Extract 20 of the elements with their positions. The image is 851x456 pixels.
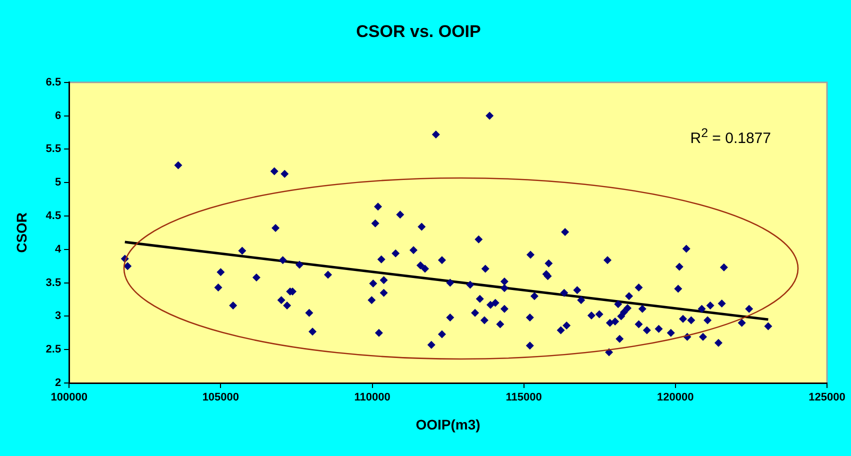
annotation: R$^{2}$ = 0.1877 — [690, 126, 771, 148]
x-tick-label: 110000 — [354, 392, 390, 404]
x-tick-label: 100000 — [50, 392, 88, 404]
chart-title: CSOR vs. OOIP — [356, 22, 481, 41]
y-tick-label: 6 — [54, 110, 62, 122]
y-tick-label: 2.5 — [46, 344, 62, 356]
y-tick-label: 3 — [54, 310, 62, 322]
x-tick-label: 125000 — [808, 392, 846, 404]
y-tick-label: 5.5 — [46, 143, 62, 156]
y-tick-label: 4.5 — [46, 210, 62, 222]
y-axis-title: CSOR — [13, 212, 30, 253]
y-tick-label: 2 — [54, 377, 62, 390]
x-tick-label: 120000 — [657, 392, 694, 404]
y-tick-label: 4 — [54, 243, 62, 256]
y-tick-label: 6.5 — [46, 76, 62, 88]
x-tick-label: 115000 — [506, 392, 542, 404]
x-axis-title: OOIP(m3) — [416, 416, 480, 432]
y-tick-label: 5 — [54, 176, 62, 189]
x-tick-label: 105000 — [202, 392, 240, 404]
y-tick-label: 3.5 — [46, 276, 62, 289]
